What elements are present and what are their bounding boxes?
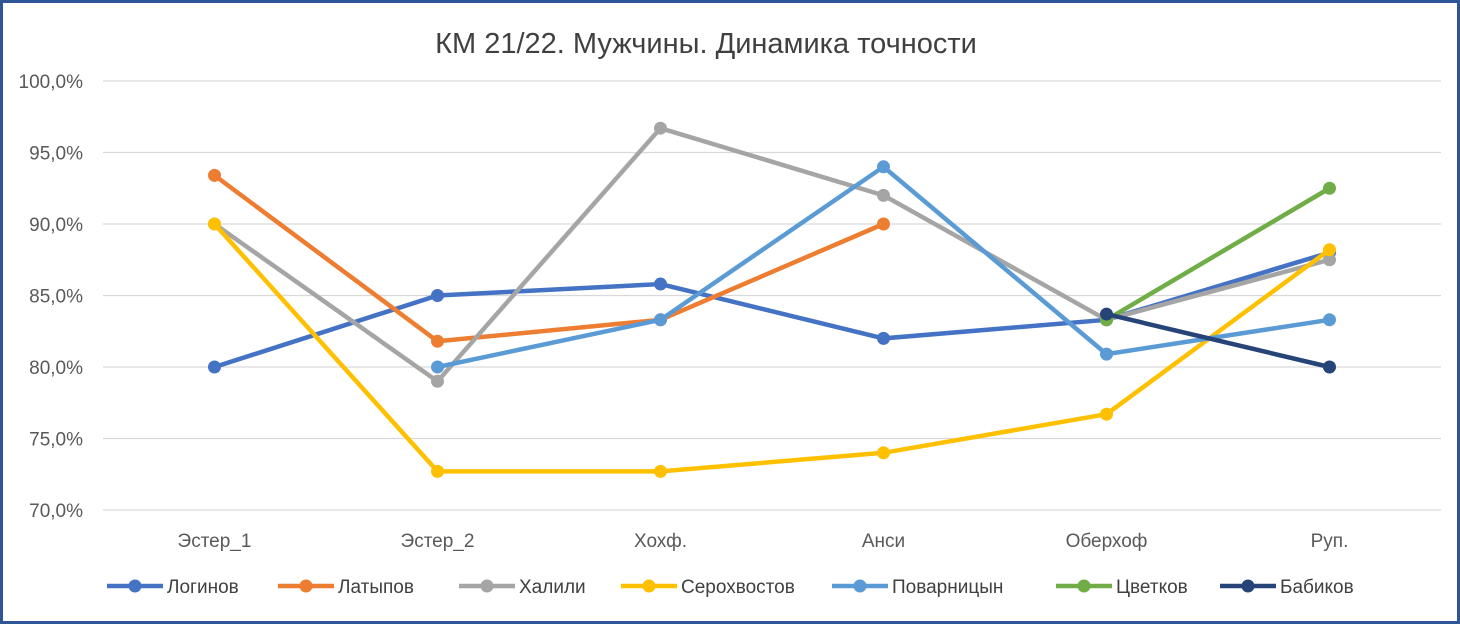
legend-point-marker (1077, 579, 1091, 593)
x-tick-label: Хохф. (634, 531, 687, 552)
series-group (208, 121, 1336, 388)
series-group (208, 168, 890, 348)
legend-item: Латыпов (278, 577, 414, 598)
data-point (208, 168, 221, 182)
y-tick-label: 70,0% (29, 501, 83, 522)
legend-item: Логинов (107, 577, 239, 598)
data-point (877, 331, 890, 345)
x-tick-label: Анси (862, 531, 905, 552)
data-point (654, 277, 667, 291)
data-point (1323, 181, 1336, 195)
legend-item: Цветков (1056, 577, 1188, 598)
legend-label: Поварницын (892, 577, 1003, 598)
series-group (208, 217, 1336, 478)
x-tick-label: Руп. (1311, 531, 1349, 552)
series-line (1104, 186, 1332, 323)
data-point (431, 334, 444, 348)
data-point (877, 446, 890, 460)
legend-label: Бабиков (1280, 577, 1354, 598)
x-tick-label: Оберхоф (1066, 531, 1148, 552)
series-group (208, 246, 1336, 374)
legend-point-marker (1241, 579, 1255, 593)
legend-point-marker (853, 579, 867, 593)
series-line (212, 173, 886, 344)
legend-item: Бабиков (1220, 577, 1354, 598)
legend-label: Латыпов (338, 577, 414, 598)
series-group (1100, 307, 1336, 374)
x-tick-label: Эстер_2 (401, 531, 475, 552)
y-tick-label: 85,0% (29, 287, 83, 308)
legend-label: Логинов (167, 577, 239, 598)
y-axis-ticks: 70,0% 75,0% 80,0% 85,0% 90,0% 95,0% 100,0% (19, 72, 84, 522)
legend-label: Серохвостов (681, 577, 795, 598)
data-point (431, 289, 444, 302)
series-line (1104, 311, 1332, 370)
data-point (877, 217, 890, 231)
y-tick-label: 90,0% (29, 215, 83, 236)
legend-item: Серохвостов (621, 577, 795, 598)
legend-item: Поварницын (832, 577, 1003, 598)
chart-title: КМ 21/22. Мужчины. Динамика точности (435, 28, 977, 60)
legend-point-marker (299, 579, 313, 593)
series-group (431, 160, 1336, 374)
legend-point-marker (642, 579, 656, 593)
data-point (877, 160, 890, 174)
data-point (208, 217, 221, 231)
legend-point-marker (480, 579, 494, 593)
data-point (1100, 307, 1113, 321)
series-lines (208, 121, 1336, 478)
legend-label: Цветков (1116, 577, 1188, 598)
data-point (1100, 407, 1113, 421)
line-chart: КМ 21/22. Мужчины. Динамика точности 70,… (19, 28, 1441, 598)
y-tick-label: 95,0% (29, 144, 83, 165)
data-point (1323, 313, 1336, 327)
data-point (208, 360, 221, 374)
data-point (654, 121, 667, 135)
legend-point-marker (128, 579, 142, 593)
data-point (1323, 360, 1336, 374)
x-axis-ticks: Эстер_1 Эстер_2 Хохф. Анси Оберхоф Руп. (178, 531, 1349, 552)
data-point (1323, 243, 1336, 257)
data-point (431, 464, 444, 478)
series-group (1100, 181, 1336, 327)
data-point (1323, 253, 1336, 267)
x-tick-label: Эстер_1 (178, 531, 252, 552)
gridlines (103, 80, 1441, 511)
data-point (877, 188, 890, 202)
legend-item: Халили (459, 577, 586, 598)
data-point (1100, 347, 1113, 361)
y-tick-label: 80,0% (29, 358, 83, 379)
data-point (654, 313, 667, 327)
series-line (212, 221, 1332, 474)
y-tick-label: 75,0% (29, 430, 83, 451)
series-line (212, 125, 1332, 384)
data-point (654, 464, 667, 478)
legend-label: Халили (519, 577, 586, 598)
legend: Логинов Латыпов Халили Серохвостов Поварницы… (107, 577, 1354, 598)
data-point (431, 360, 444, 374)
y-tick-label: 100,0% (19, 72, 84, 93)
data-point (431, 374, 444, 388)
